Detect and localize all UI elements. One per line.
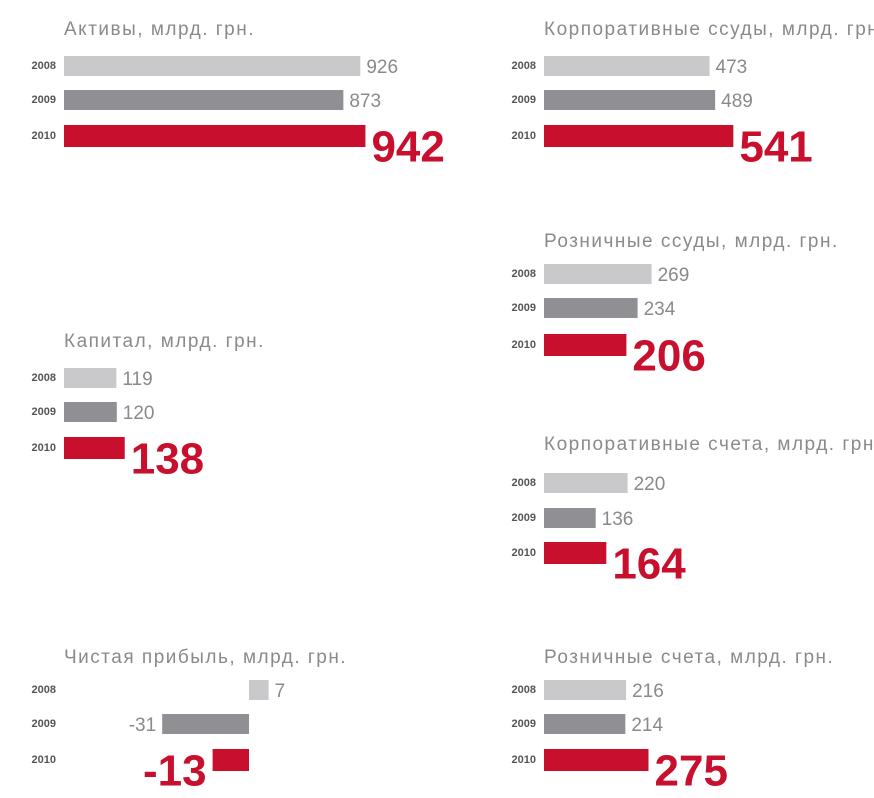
category-label: 2010 <box>32 442 56 454</box>
category-label: 2009 <box>32 406 56 418</box>
category-label: 2009 <box>32 718 56 730</box>
category-label: 2008 <box>512 477 536 489</box>
chart-title: Корпоративные ссуды, млрд. грн. <box>544 19 874 40</box>
value-label: -31 <box>129 715 156 736</box>
value-label: 120 <box>123 403 155 424</box>
bar <box>162 714 249 734</box>
value-label: 275 <box>655 747 728 796</box>
bar <box>544 508 596 528</box>
chart-title: Корпоративные счета, млрд. грн. <box>544 434 874 455</box>
value-label: 942 <box>371 123 444 172</box>
category-label: 2008 <box>32 684 56 696</box>
value-label: 214 <box>631 715 663 736</box>
bar <box>544 749 649 771</box>
value-label: 234 <box>644 299 676 320</box>
chart-title: Чистая прибыль, млрд. грн. <box>64 647 347 668</box>
category-label: 2009 <box>512 718 536 730</box>
value-label: 206 <box>632 332 705 381</box>
bar <box>64 125 366 147</box>
bar <box>544 714 626 734</box>
category-label: 2010 <box>512 130 536 142</box>
bar <box>64 402 117 422</box>
bar <box>544 298 638 318</box>
bar <box>212 749 249 771</box>
category-label: 2010 <box>32 754 56 766</box>
value-label: 119 <box>122 369 152 390</box>
category-label: 2009 <box>512 512 536 524</box>
bar <box>64 368 117 388</box>
category-label: 2008 <box>32 372 56 384</box>
chart-title: Розничные ссуды, млрд. грн. <box>544 231 839 252</box>
bar <box>544 680 627 700</box>
bar <box>64 90 344 110</box>
category-label: 2009 <box>512 302 536 314</box>
category-label: 2009 <box>32 94 56 106</box>
category-label: 2008 <box>512 60 536 72</box>
bar <box>64 56 361 76</box>
category-label: 2008 <box>32 60 56 72</box>
value-label: -13 <box>143 747 207 796</box>
value-label: 136 <box>602 509 634 530</box>
value-label: 216 <box>632 681 664 702</box>
bar <box>249 680 269 700</box>
value-label: 138 <box>131 435 204 484</box>
category-label: 2010 <box>512 547 536 559</box>
value-label: 873 <box>349 91 381 112</box>
category-label: 2010 <box>512 754 536 766</box>
bar <box>544 264 652 284</box>
value-label: 473 <box>716 57 748 78</box>
category-label: 2008 <box>512 684 536 696</box>
bar <box>544 542 607 564</box>
bar <box>64 437 125 459</box>
value-label: 926 <box>366 57 398 78</box>
category-label: 2010 <box>32 130 56 142</box>
value-label: 269 <box>658 265 690 286</box>
bar <box>544 56 710 76</box>
category-label: 2010 <box>512 339 536 351</box>
bar <box>544 473 628 493</box>
bar <box>544 90 716 110</box>
category-label: 2009 <box>512 94 536 106</box>
chart-title: Розничные счета, млрд. грн. <box>544 647 834 668</box>
value-label: 541 <box>739 123 812 172</box>
value-label: 220 <box>634 474 666 495</box>
bar <box>544 334 627 356</box>
value-label: 164 <box>612 540 686 589</box>
chart-title: Активы, млрд. грн. <box>64 19 255 40</box>
bar <box>544 125 734 147</box>
value-label: 7 <box>275 681 286 702</box>
category-label: 2008 <box>512 268 536 280</box>
chart-title: Капитал, млрд. грн. <box>64 331 265 352</box>
value-label: 489 <box>721 91 753 112</box>
